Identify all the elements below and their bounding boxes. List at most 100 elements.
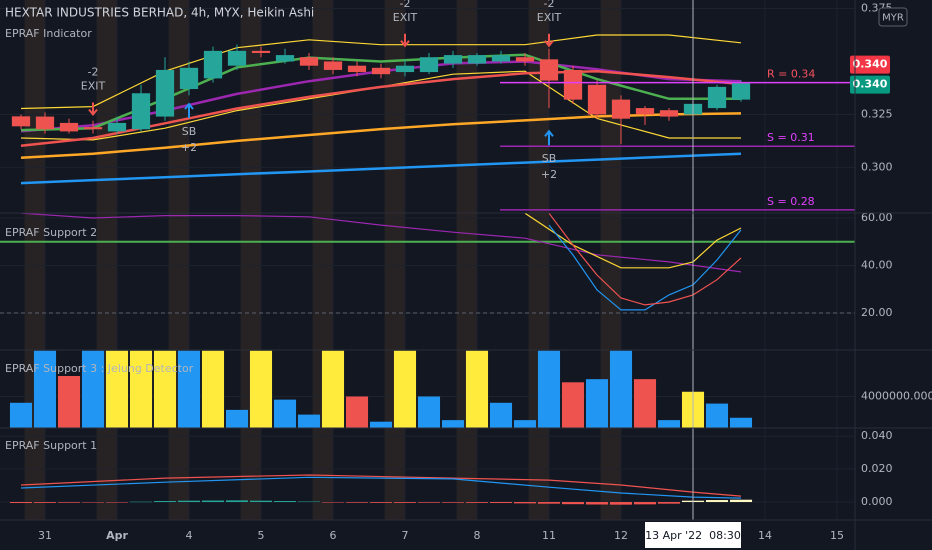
bar (225, 500, 249, 503)
bar (561, 382, 585, 428)
candle-body (611, 99, 631, 119)
candle-body (59, 122, 79, 132)
bar (345, 502, 369, 503)
candle-body (731, 82, 751, 100)
bar (273, 501, 297, 503)
x-tick-label: 12 (614, 529, 628, 542)
candle-body (155, 69, 175, 117)
bar (561, 502, 585, 505)
currency[interactable]: MYR (882, 13, 904, 24)
candle-body (539, 59, 559, 81)
candle-body (107, 122, 127, 132)
candle-body (395, 65, 415, 73)
candle-body (203, 50, 223, 79)
x-tick-label: 14 (758, 529, 772, 542)
bar (177, 350, 201, 428)
y-tick-label: 0.040 (861, 429, 893, 442)
bar (105, 502, 129, 503)
x-tick-label: 6 (330, 529, 337, 542)
bar (9, 502, 33, 504)
bar (585, 502, 609, 505)
candle-body (251, 50, 271, 53)
x-tick-label: 4 (186, 529, 193, 542)
bar (585, 379, 609, 428)
x-tick-label: Apr (106, 529, 128, 542)
line (20, 476, 742, 499)
signal-label: +2 (541, 168, 557, 181)
indicator-title: EPRAF Indicator (5, 27, 92, 40)
signal-arrow (184, 102, 194, 119)
y-tick-label: 0.000 (861, 495, 893, 508)
bar (417, 396, 441, 428)
candle-body (347, 65, 367, 73)
x-tick-label: 8 (474, 529, 481, 542)
bar (297, 414, 321, 428)
candle-body (35, 116, 55, 130)
line (20, 213, 742, 273)
signal-label: -2 (88, 65, 99, 78)
currency-box[interactable] (878, 7, 908, 27)
bar (33, 350, 57, 428)
session-band (240, 0, 261, 520)
line (20, 474, 742, 497)
panel-title: EPRAF Support 3 : Jelung Detector (5, 362, 194, 375)
signal-arrow (88, 102, 98, 117)
candle-body (371, 67, 391, 75)
bar (441, 420, 465, 428)
y-tick-label: 20.00 (861, 306, 893, 319)
panel-title: EPRAF Support 1 (5, 439, 97, 452)
candle-body (299, 57, 319, 66)
bar (81, 350, 105, 428)
bar (489, 502, 513, 504)
bar (633, 502, 657, 505)
bar (177, 500, 201, 503)
bar (297, 501, 321, 503)
signal-arrow (400, 33, 410, 48)
y-tick-label: 40.00 (861, 258, 893, 271)
session-band (384, 0, 405, 520)
bar (537, 350, 561, 428)
signal-label: EXIT (537, 11, 562, 24)
bar (609, 502, 633, 505)
bar (57, 502, 81, 503)
x-tick-label: 31 (38, 529, 52, 542)
bar (201, 500, 225, 503)
bar (633, 379, 657, 428)
bar (225, 409, 249, 428)
bar (537, 502, 561, 504)
bar (321, 350, 345, 428)
bar (249, 350, 273, 428)
bar (393, 502, 417, 503)
bar (609, 350, 633, 428)
candle-body (323, 61, 343, 70)
bar (105, 350, 129, 428)
bar (393, 350, 417, 428)
bar (513, 502, 537, 504)
chart-title: HEXTAR INDUSTRIES BERHAD, 4h, MYX, Heiki… (5, 6, 314, 20)
level-label: R = 0.34 (767, 68, 815, 81)
candle-body (419, 57, 439, 73)
bar (129, 501, 153, 503)
line (20, 34, 742, 110)
bar (153, 350, 177, 428)
crosshair-label-box (645, 522, 741, 548)
signal-label: EXIT (81, 79, 106, 92)
candle-body (467, 55, 487, 64)
bar (369, 502, 393, 503)
bar (489, 402, 513, 428)
x-tick-label: 11 (542, 529, 556, 542)
level-label: S = 0.31 (767, 131, 815, 144)
candle-body (275, 55, 295, 62)
candle-body (443, 55, 463, 64)
y-tick-label: 0.325 (861, 107, 893, 120)
panel-title: EPRAF Support 2 (5, 226, 97, 239)
bar (657, 502, 681, 504)
bar (321, 502, 345, 503)
signal-label: SB (542, 152, 557, 165)
candle-body (491, 55, 511, 62)
y-tick-label: 60.00 (861, 211, 893, 224)
bar (705, 500, 729, 503)
signal-label: -2 (544, 0, 555, 10)
